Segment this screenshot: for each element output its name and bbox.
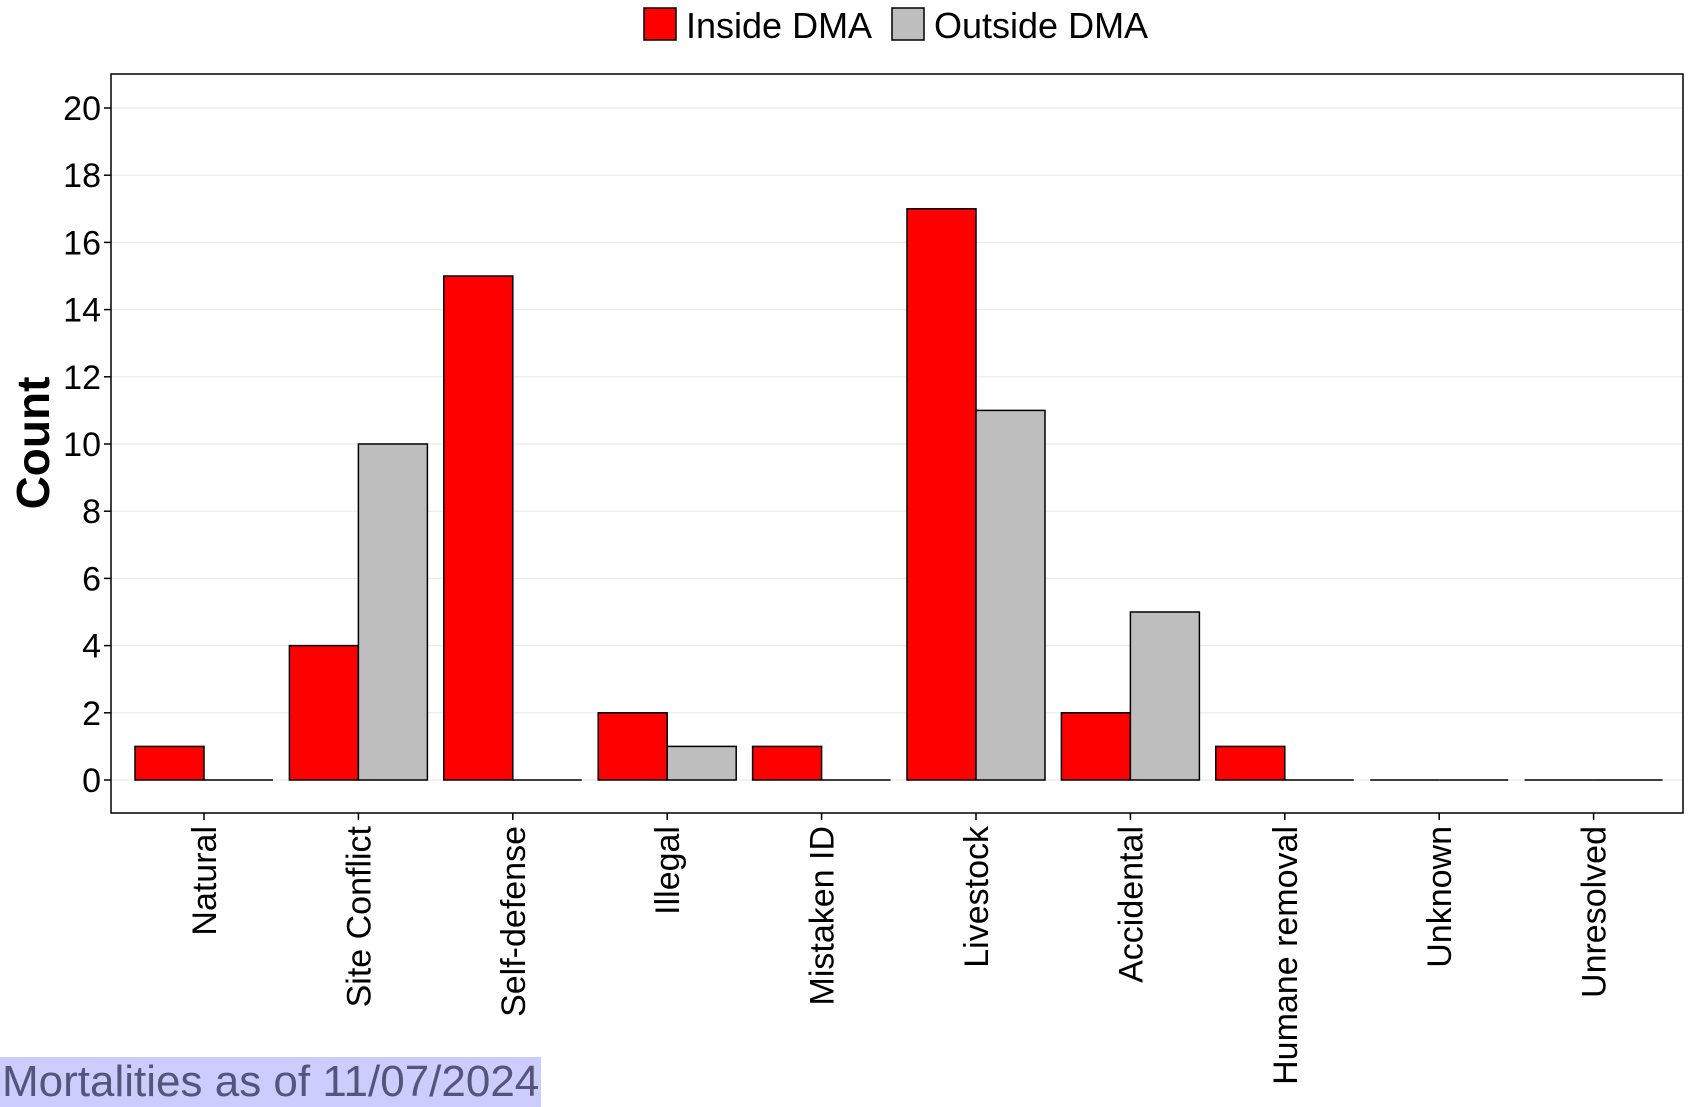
y-tick-label: 4 [82, 628, 101, 666]
bar-outside-1 [357, 443, 429, 781]
bars [134, 208, 1663, 781]
bar-inside-2 [443, 275, 514, 781]
bar-outside-6 [1129, 611, 1201, 781]
x-tick-label: Site Conflict [340, 825, 378, 1007]
x-tick-label: Accidental [1112, 826, 1150, 983]
x-tick-label: Natural [186, 826, 224, 936]
x-tick-label: Illegal [649, 826, 687, 915]
y-tick-label: 12 [63, 359, 101, 397]
y-axis: 0 2 4 6 8 10 12 14 16 18 20 [63, 90, 111, 800]
bar-inside-1 [288, 644, 360, 781]
bar-inside-0 [134, 745, 205, 781]
x-tick-label: Humane removal [1267, 826, 1305, 1085]
x-tick-label: Livestock [958, 825, 996, 968]
y-tick-label: 10 [63, 426, 101, 464]
x-tick-label: Mistaken ID [804, 826, 842, 1006]
y-tick-label: 14 [63, 292, 101, 330]
bar-inside-4 [751, 745, 823, 781]
legend-swatch-outside [891, 7, 925, 41]
mortalities-note: Mortalities as of 11/07/2024 [0, 1057, 542, 1107]
x-tick-label: Unknown [1421, 826, 1459, 968]
x-tick-label: Unresolved [1576, 826, 1614, 998]
legend-swatch-inside [643, 7, 677, 41]
legend: Inside DMA Outside DMA [643, 5, 1148, 46]
bar-outside-5 [975, 409, 1046, 781]
bar-inside-6 [1060, 712, 1132, 781]
legend-label-outside: Outside DMA [934, 5, 1148, 46]
bar-inside-3 [597, 712, 668, 781]
x-tick-label: Self-defense [495, 826, 533, 1017]
bar-outside-3 [666, 745, 737, 781]
x-axis: Natural Site Conflict Self-defense Illegal M… [186, 813, 1614, 1085]
y-tick-label: 0 [82, 762, 101, 800]
y-tick-label: 16 [63, 224, 101, 262]
y-tick-label: 18 [63, 157, 101, 195]
legend-label-inside: Inside DMA [686, 5, 872, 46]
bar-inside-7 [1215, 745, 1286, 781]
y-tick-label: 2 [82, 695, 101, 733]
y-axis-title: Count [7, 377, 59, 510]
y-tick-label: 20 [63, 90, 101, 128]
bar-inside-5 [906, 208, 977, 781]
y-tick-label: 6 [82, 560, 101, 598]
y-tick-label: 8 [82, 493, 101, 531]
